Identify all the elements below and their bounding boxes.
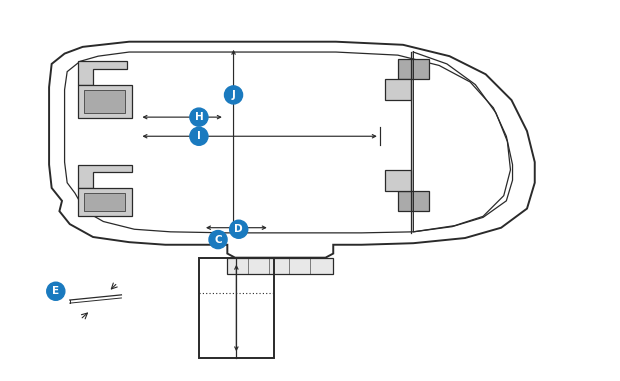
Text: E: E <box>52 286 60 296</box>
Circle shape <box>46 282 65 300</box>
Polygon shape <box>78 85 131 118</box>
Polygon shape <box>84 193 125 211</box>
Polygon shape <box>398 190 429 211</box>
Polygon shape <box>78 165 131 188</box>
Polygon shape <box>84 90 125 113</box>
Circle shape <box>224 86 242 104</box>
Circle shape <box>209 231 227 249</box>
Text: J: J <box>232 90 236 100</box>
Polygon shape <box>78 61 126 85</box>
Circle shape <box>229 220 248 238</box>
Text: I: I <box>197 131 201 141</box>
Polygon shape <box>385 170 410 190</box>
Polygon shape <box>228 258 334 274</box>
Text: D: D <box>234 224 243 234</box>
Text: C: C <box>215 235 222 245</box>
Text: H: H <box>195 112 203 122</box>
Polygon shape <box>398 59 429 79</box>
Polygon shape <box>385 79 410 100</box>
Circle shape <box>190 127 208 145</box>
Circle shape <box>190 108 208 126</box>
Polygon shape <box>78 188 131 216</box>
